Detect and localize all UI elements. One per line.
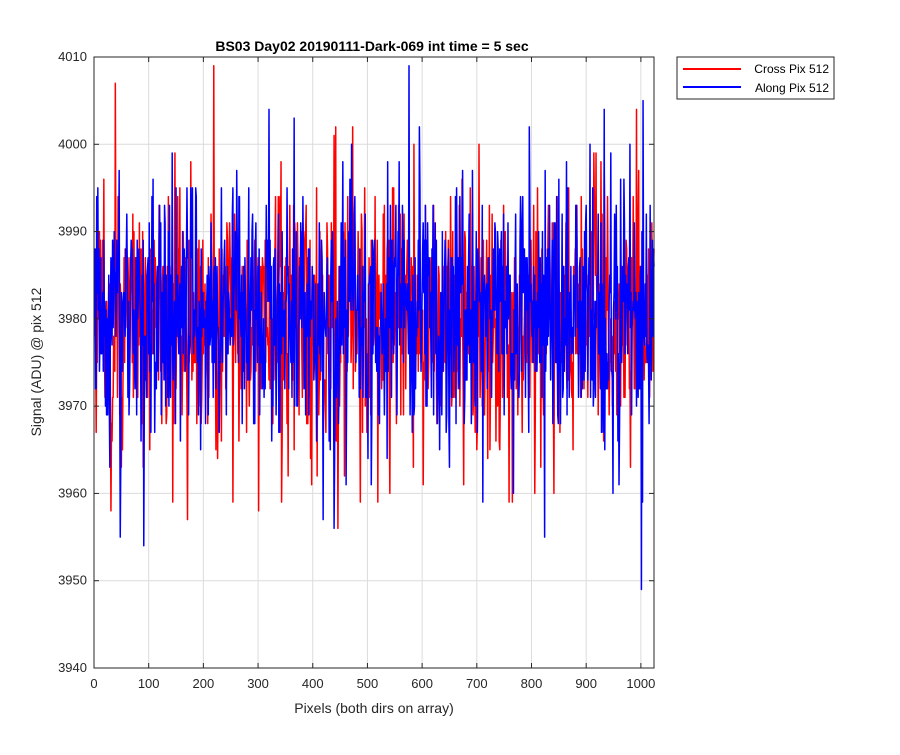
y-tick-label: 3960 <box>58 485 87 500</box>
x-tick-label: 200 <box>193 676 215 691</box>
x-tick-label: 400 <box>302 676 324 691</box>
x-tick-label: 500 <box>357 676 379 691</box>
legend-box <box>676 56 835 100</box>
plot-area-frame <box>93 56 655 669</box>
y-tick-label: 3940 <box>58 660 87 675</box>
y-tick-label: 3980 <box>58 311 87 326</box>
legend: Cross Pix 512 Along Pix 512 <box>676 56 835 100</box>
legend-label-cross-pix: Cross Pix 512 <box>754 62 829 76</box>
y-tick-label: 4010 <box>58 49 87 64</box>
x-tick-label: 300 <box>247 676 269 691</box>
y-axis-label: Signal (ADU) @ pix 512 <box>28 287 44 436</box>
y-tick-label: 3950 <box>58 573 87 588</box>
tick-layer: 0 100 200 300 400 500 600 700 800 900 1000 3940 3950… <box>58 49 655 691</box>
x-tick-label: 0 <box>90 676 97 691</box>
series-line-along-pix <box>93 64 655 591</box>
x-tick-label: 100 <box>138 676 160 691</box>
y-tick-label: 4000 <box>58 136 87 151</box>
series-layer <box>93 64 655 591</box>
x-axis-label: Pixels (both dirs on array) <box>294 700 454 716</box>
x-tick-label: 700 <box>466 676 488 691</box>
x-tick-label: 900 <box>575 676 597 691</box>
x-tick-label: 600 <box>411 676 433 691</box>
x-tick-label: 800 <box>521 676 543 691</box>
legend-label-along-pix: Along Pix 512 <box>755 81 829 95</box>
series-line-cross-pix <box>93 64 655 530</box>
y-tick-label: 3970 <box>58 398 87 413</box>
y-tick-label: 3990 <box>58 224 87 239</box>
chart-title: BS03 Day02 20190111-Dark-069 int time = … <box>215 38 528 54</box>
x-tick-label: 1000 <box>626 676 655 691</box>
